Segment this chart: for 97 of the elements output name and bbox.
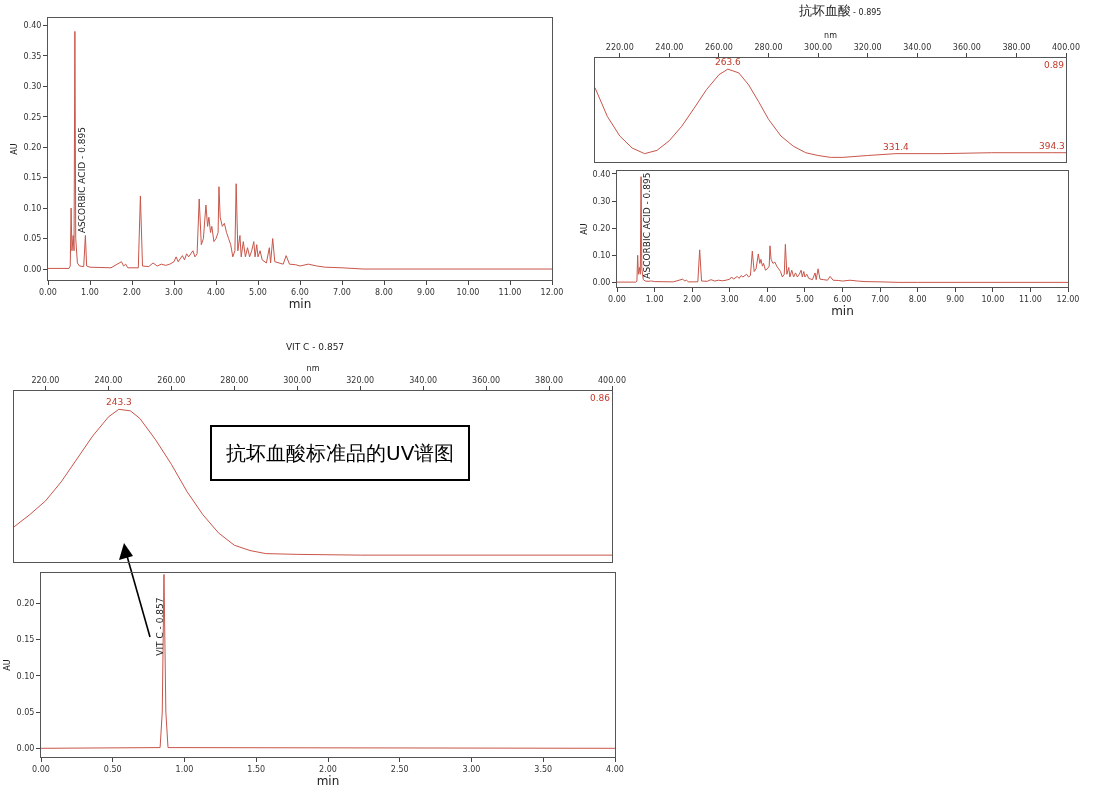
x-tick-label: 400.00	[598, 375, 626, 385]
x-axis-title: min	[288, 296, 312, 311]
annotation: 抗坏血酸标准品的UV谱图	[226, 441, 455, 465]
x-tick-label: 220.00	[605, 42, 634, 52]
y-tick-label: 0.25	[23, 112, 42, 122]
x-tick-label: 260.00	[157, 375, 186, 385]
x-tick-label: 300.00	[283, 375, 312, 385]
chart-title: 抗坏血酸	[798, 3, 851, 19]
annotation: ASCORBIC ACID - 0.895	[641, 172, 652, 279]
annotation: VIT C - 0.857	[155, 597, 166, 656]
y-tick-label: 0.00	[592, 278, 611, 288]
x-tick-label: 240.00	[655, 42, 684, 52]
y-tick-label: 0.30	[23, 82, 42, 92]
x-tick-label: 3.50	[534, 764, 553, 774]
y-tick-label: 0.20	[23, 142, 42, 152]
x-tick-label: 340.00	[903, 42, 932, 52]
y-axis-title: AU	[3, 659, 13, 671]
text: 0.86	[590, 393, 611, 403]
x-tick-label: 0.00	[39, 287, 57, 297]
x-tick-label: 11.00	[1018, 294, 1042, 304]
y-tick-label: 0.00	[16, 744, 35, 754]
x-tick-label: 11.00	[498, 287, 522, 297]
y-tick-label: 0.10	[592, 251, 611, 261]
x-tick-label: 0.50	[103, 764, 122, 774]
y-tick-label: 0.35	[23, 51, 42, 61]
annotation: 243.3	[106, 397, 132, 407]
x-tick-label: 10.00	[981, 294, 1005, 304]
line-series	[41, 573, 615, 749]
x-tick-label: 3.00	[720, 294, 739, 304]
x-tick-label: 360.00	[472, 375, 501, 385]
x-tick-label: 8.00	[908, 294, 927, 304]
y-tick-label: 0.05	[16, 707, 35, 717]
x-tick-label: 7.00	[333, 287, 351, 297]
x-tick-label: 300.00	[804, 42, 833, 52]
y-tick-label: 0.20	[16, 599, 35, 609]
annotation: ASCORBIC ACID - 0.895	[77, 127, 88, 234]
x-tick-label: 360.00	[952, 42, 981, 52]
x-tick-label: 12.00	[540, 287, 564, 297]
annotation: 331.4	[883, 142, 910, 152]
x-axis-title: nm	[824, 31, 838, 41]
annotation: 394.3	[1039, 141, 1065, 151]
y-tick-label: 0.05	[23, 234, 42, 244]
x-tick-label: 0.00	[32, 764, 50, 774]
y-axis-title: AU	[580, 223, 589, 235]
y-tick-label: 0.00	[23, 264, 42, 274]
x-tick-label: 6.00	[833, 294, 852, 304]
x-tick-label: 9.00	[417, 287, 435, 297]
annotation: 263.6	[715, 57, 742, 67]
x-tick-label: 320.00	[346, 375, 375, 385]
x-tick-label: 2.50	[390, 764, 409, 774]
y-tick-label: 0.10	[16, 671, 35, 681]
y-tick-label: 0.40	[23, 21, 42, 31]
x-axis-title: min	[831, 303, 854, 318]
x-tick-label: 320.00	[853, 42, 882, 52]
annotation: 0.89	[1044, 60, 1065, 70]
y-tick-label: 0.10	[23, 203, 42, 213]
x-tick-label: 0.00	[608, 294, 626, 304]
x-tick-label: 1.00	[645, 294, 664, 304]
x-tick-label: 1.00	[81, 287, 99, 297]
x-tick-label: 5.00	[249, 287, 267, 297]
y-axis-title: AU	[10, 143, 20, 155]
y-tick-label: 0.15	[23, 173, 42, 183]
x-tick-label: 260.00	[704, 42, 733, 52]
x-tick-label: 7.00	[871, 294, 889, 304]
chart-subtitle: - 0.895	[850, 8, 882, 18]
x-tick-label: 1.00	[175, 764, 194, 774]
x-tick-label: 220.00	[31, 375, 60, 385]
x-tick-label: 4.00	[606, 764, 624, 774]
x-tick-label: 4.00	[207, 287, 225, 297]
x-tick-label: 2.00	[683, 294, 702, 304]
y-tick-label: 0.20	[592, 223, 611, 233]
x-tick-label: 340.00	[409, 375, 438, 385]
line-series	[48, 30, 552, 270]
x-tick-label: 2.00	[319, 764, 337, 774]
x-tick-label: 280.00	[220, 375, 249, 385]
y-tick-label: 0.40	[592, 169, 611, 179]
x-axis-title: min	[316, 773, 340, 788]
x-tick-label: 2.00	[123, 287, 141, 297]
y-tick-label: 0.15	[16, 635, 35, 645]
x-tick-label: 380.00	[1002, 42, 1031, 52]
x-tick-label: 1.50	[247, 764, 266, 774]
x-tick-label: 280.00	[754, 42, 783, 52]
x-tick-label: 4.00	[758, 294, 777, 304]
x-tick-label: 8.00	[375, 287, 393, 297]
x-tick-label: 9.00	[946, 294, 965, 304]
chart-title: VIT C - 0.857	[285, 342, 345, 353]
y-tick-label: 0.30	[592, 196, 611, 206]
x-tick-label: 400.00	[1052, 42, 1080, 52]
x-axis-title: nm	[306, 364, 320, 374]
x-tick-label: 380.00	[535, 375, 564, 385]
x-tick-label: 3.00	[165, 287, 183, 297]
x-tick-label: 6.00	[291, 287, 309, 297]
x-tick-label: 240.00	[94, 375, 123, 385]
x-tick-label: 10.00	[456, 287, 480, 297]
x-tick-label: 12.00	[1056, 294, 1080, 304]
x-tick-label: 3.00	[462, 764, 481, 774]
x-tick-label: 5.00	[796, 294, 814, 304]
